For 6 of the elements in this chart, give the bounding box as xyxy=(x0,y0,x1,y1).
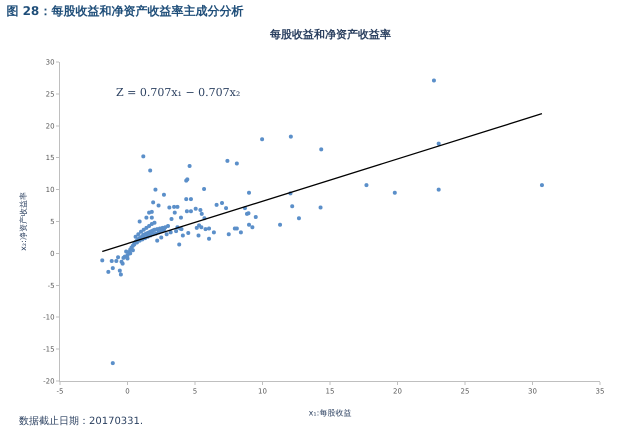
chart-subtitle: 每股收益和净资产收益率 xyxy=(269,28,391,41)
chart-title: 图 28：每股收益和净资产收益率主成分分析 xyxy=(6,4,244,18)
text: 数据截止日期：20170331. xyxy=(19,415,144,427)
annotation: Z = 0.707x₁ − 0.707x₂ xyxy=(116,86,240,99)
y-axis-title: x₂:净资产收益率 xyxy=(18,192,28,251)
x-axis-title: x₁:每股收益 xyxy=(308,408,352,418)
